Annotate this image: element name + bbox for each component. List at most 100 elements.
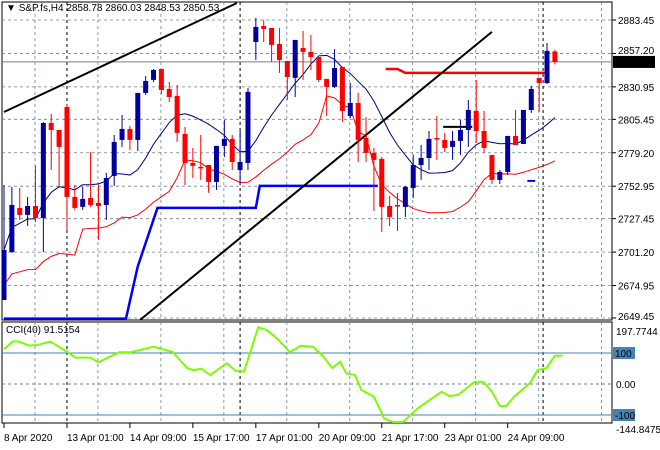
candle-body — [253, 26, 259, 42]
candle-body — [182, 133, 188, 163]
candle — [465, 99, 471, 147]
candle-body — [80, 198, 86, 207]
candle — [64, 103, 70, 230]
trendline — [3, 2, 238, 113]
candle-body — [206, 164, 212, 182]
candle-body — [355, 102, 361, 140]
cci-panel-frame — [1, 321, 613, 424]
candle — [426, 130, 432, 170]
candle — [387, 195, 393, 226]
candle — [229, 134, 235, 170]
candle — [253, 17, 259, 60]
candle-body — [119, 128, 125, 140]
open-value: 2858.78 — [66, 3, 103, 14]
candle — [182, 126, 188, 185]
candle — [17, 187, 23, 220]
cci-level-badge — [613, 409, 635, 421]
candle-body — [174, 95, 180, 133]
candle — [95, 184, 101, 240]
candle-body — [72, 196, 78, 208]
price-tick-label: 2805.45 — [618, 115, 655, 126]
price-tick-label: 2752.95 — [618, 182, 655, 193]
candle — [237, 129, 243, 185]
candle-body — [308, 51, 314, 57]
price-tick-label: 2727.45 — [618, 215, 655, 226]
candle — [198, 134, 204, 180]
red-step-line — [385, 67, 548, 75]
candle-body — [56, 129, 62, 147]
candle-body — [489, 154, 495, 180]
candle-body — [261, 25, 267, 29]
candle — [111, 134, 117, 186]
candle — [513, 109, 519, 145]
candle — [88, 151, 94, 207]
candle-body — [316, 56, 322, 80]
candle — [481, 110, 487, 153]
candle — [497, 169, 503, 184]
time-label: 8 Apr 2020 — [4, 433, 53, 444]
candle-body — [221, 138, 227, 146]
price-tick-label: 2830.95 — [618, 83, 655, 94]
candle — [174, 84, 180, 142]
candle-body — [64, 106, 70, 197]
candle-body — [229, 138, 235, 162]
candle — [505, 135, 511, 175]
price-tick-label: 2701.20 — [618, 248, 655, 259]
symbol-label: S&P.fs,H4 — [18, 3, 64, 14]
candle — [143, 75, 149, 95]
candle — [347, 82, 353, 118]
candle-body — [300, 47, 306, 52]
candle — [261, 19, 267, 42]
time-label: 17 Apr 01:00 — [256, 433, 313, 444]
candle — [292, 39, 298, 97]
candle-body — [552, 51, 558, 62]
time-label: 23 Apr 01:00 — [445, 433, 502, 444]
candle — [371, 147, 377, 211]
candle-body — [481, 130, 487, 148]
candle-body — [379, 158, 385, 207]
candle-body — [25, 205, 31, 215]
candle-body — [111, 141, 117, 176]
candle-body — [135, 92, 141, 140]
candle-body — [245, 91, 251, 163]
cci-axis-label: 197.7744 — [616, 327, 658, 338]
price-tick-label: 2857.20 — [618, 46, 655, 57]
triangle-down-icon[interactable]: ▼ — [6, 3, 19, 14]
candle-body — [88, 197, 94, 205]
candle-body — [103, 177, 109, 205]
candle — [190, 147, 196, 178]
candle — [528, 85, 534, 113]
candle-body — [418, 157, 424, 165]
candle-body — [434, 137, 440, 140]
candle — [332, 48, 338, 88]
close-value: 2850.53 — [183, 3, 220, 14]
candle — [32, 165, 38, 222]
candle-body — [544, 50, 550, 83]
candle-body — [410, 164, 416, 188]
candle — [166, 81, 172, 102]
candle — [245, 87, 251, 170]
candle — [489, 154, 495, 184]
candle-body — [457, 129, 463, 141]
cci-title: CCI(40) 91.5154 — [6, 325, 80, 336]
candle — [473, 79, 479, 143]
cci-level-label: 100 — [615, 349, 632, 360]
time-label: 20 Apr 09:00 — [319, 433, 376, 444]
candle — [56, 129, 62, 186]
candle-body — [505, 135, 511, 172]
candle-body — [237, 161, 243, 170]
cci-line — [3, 326, 563, 423]
candle — [450, 130, 456, 160]
candle — [127, 125, 133, 150]
candle-body — [371, 152, 377, 160]
candle — [276, 27, 282, 73]
time-label: 13 Apr 01:00 — [67, 433, 124, 444]
candle-body — [166, 88, 172, 97]
candle — [363, 116, 369, 162]
candle — [48, 113, 54, 170]
candle — [402, 185, 408, 217]
candle — [25, 196, 31, 226]
candle — [418, 144, 424, 180]
